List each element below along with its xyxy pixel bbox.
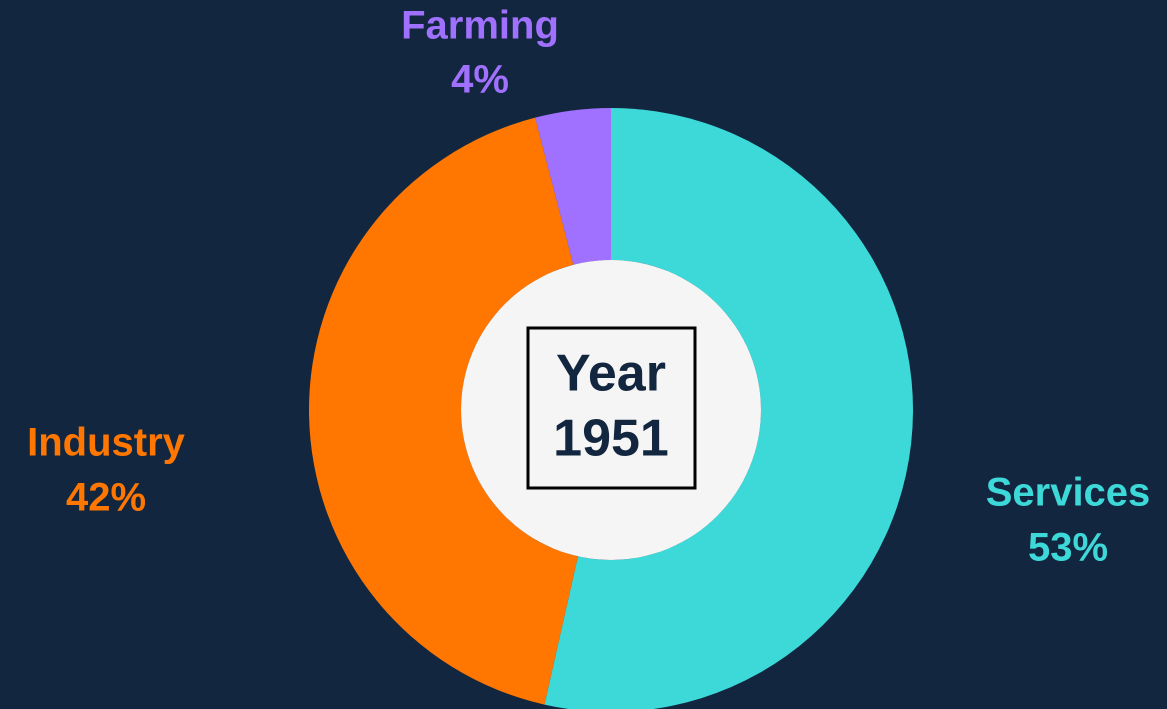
center-box — [526, 326, 697, 490]
value-label: 42% — [66, 476, 146, 520]
slice-label: Farming — [401, 4, 559, 48]
slice — [535, 108, 611, 265]
slice — [544, 108, 913, 709]
value-label: 4% — [451, 58, 509, 102]
slice — [308, 117, 578, 705]
value-label: 53% — [1028, 526, 1108, 570]
slice-label: Services — [986, 471, 1151, 515]
slice-label: Industry — [27, 421, 186, 465]
donut-hole — [461, 260, 761, 560]
center-label: Year — [556, 345, 666, 403]
slices — [308, 108, 913, 709]
center-label: 1951 — [553, 410, 669, 468]
